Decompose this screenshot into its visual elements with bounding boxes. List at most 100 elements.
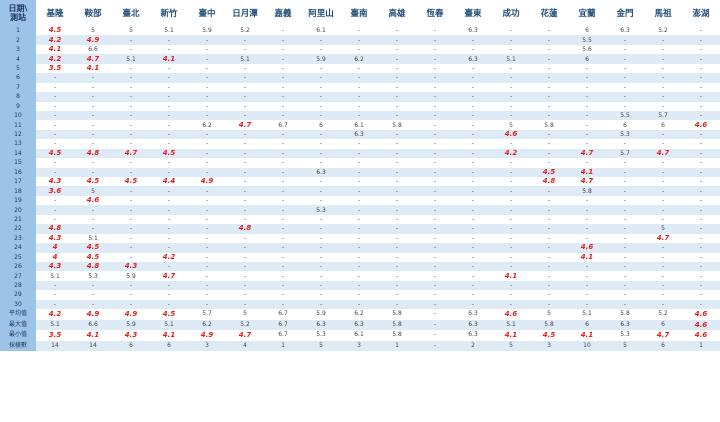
value-cell: - xyxy=(112,110,150,121)
value-cell: - xyxy=(188,167,226,177)
value-cell: - xyxy=(378,110,416,121)
value-cell: 4.1 xyxy=(150,54,188,64)
value-cell: - xyxy=(226,82,264,93)
value-cell: 3 xyxy=(188,340,226,352)
value-cell: 5.2 xyxy=(644,26,682,36)
value-cell: - xyxy=(644,186,682,196)
date-label: 20 xyxy=(0,205,36,215)
value-cell: - xyxy=(36,195,74,206)
value-cell: - xyxy=(530,224,568,234)
value-cell: - xyxy=(492,243,530,253)
value-cell: - xyxy=(492,139,530,149)
value-cell: - xyxy=(454,205,492,215)
value-cell: - xyxy=(302,92,340,102)
value-cell: - xyxy=(416,44,454,55)
value-cell: 5 xyxy=(492,340,530,352)
value-cell: - xyxy=(644,252,682,262)
value-cell: 5.6 xyxy=(568,44,606,55)
value-cell: - xyxy=(74,110,112,121)
value-cell: - xyxy=(682,290,720,300)
value-cell: - xyxy=(302,158,340,168)
date-label: 14 xyxy=(0,148,36,159)
value-cell: - xyxy=(682,252,720,262)
value-cell: - xyxy=(264,44,302,55)
value-cell: 5.1 xyxy=(36,319,74,331)
value-cell: - xyxy=(302,261,340,272)
date-label: 28 xyxy=(0,280,36,291)
value-cell: - xyxy=(378,44,416,55)
value-cell: - xyxy=(568,214,606,225)
value-cell: - xyxy=(378,139,416,149)
value-cell: - xyxy=(416,330,454,341)
value-cell: 5 xyxy=(644,224,682,234)
value-cell: 5.9 xyxy=(112,319,150,331)
value-cell: - xyxy=(340,101,378,111)
value-cell: - xyxy=(606,261,644,272)
value-cell: - xyxy=(644,299,682,310)
value-cell: - xyxy=(682,167,720,177)
value-cell: - xyxy=(682,92,720,102)
value-cell: 6.1 xyxy=(340,330,378,341)
value-cell: - xyxy=(188,214,226,225)
value-cell: - xyxy=(568,73,606,83)
value-cell: - xyxy=(530,195,568,206)
value-cell: - xyxy=(112,195,150,206)
value-cell: - xyxy=(226,252,264,262)
value-cell: - xyxy=(340,167,378,177)
value-cell: 5.8 xyxy=(530,319,568,331)
value-cell: 4.1 xyxy=(492,330,530,341)
corner-header: 日期\ 測站 xyxy=(0,0,36,26)
value-cell: - xyxy=(188,243,226,253)
value-cell: - xyxy=(340,44,378,55)
value-cell: - xyxy=(264,139,302,149)
value-cell: - xyxy=(340,195,378,206)
value-cell: - xyxy=(606,290,644,300)
value-cell: 4.6 xyxy=(492,309,530,320)
table-row: 8------------------ xyxy=(0,92,720,102)
station-header: 臺中 xyxy=(188,0,226,26)
value-cell: 4.8 xyxy=(530,177,568,187)
value-cell: 4.7 xyxy=(74,54,112,64)
value-cell: 4.7 xyxy=(568,177,606,187)
date-label: 3 xyxy=(0,44,36,55)
value-cell: - xyxy=(340,224,378,234)
uv-index-table: 日期\ 測站 基隆 鞍部 臺北 新竹 臺中 日月潭 嘉義 阿里山 臺南 高雄 恆春 臺東 成功 花蓮 宜蘭金… xyxy=(0,0,720,352)
value-cell: - xyxy=(74,280,112,291)
value-cell: 5.1 xyxy=(226,54,264,64)
date-label: 27 xyxy=(0,271,36,281)
stat-row: 平均值 4.2 4.9 4.9 4.5 5.7 5 6.7 5.9 6.2 5.8-6.3 4.6 5 5… xyxy=(0,309,720,320)
value-cell: - xyxy=(606,167,644,177)
value-cell: - xyxy=(226,110,264,121)
value-cell: - xyxy=(454,271,492,281)
table-row: 16- - - - - - -6.3- - - - -4.5 4.1- - - xyxy=(0,167,720,177)
station-header: 日月潭 xyxy=(226,0,264,26)
value-cell: - xyxy=(264,158,302,168)
stat-row: 採樣數 14 14 6 6 3 4 1 5 3 1-2 5 3 10 5 6 1 xyxy=(0,340,720,352)
value-cell: - xyxy=(568,120,606,130)
value-cell: - xyxy=(530,26,568,36)
value-cell: - xyxy=(340,92,378,102)
value-cell: 4.1 xyxy=(568,252,606,262)
value-cell: - xyxy=(36,110,74,121)
value-cell: - xyxy=(150,205,188,215)
value-cell: 3 xyxy=(340,340,378,352)
value-cell: - xyxy=(150,129,188,140)
value-cell: - xyxy=(340,271,378,281)
table-row: 3 4.1 6.6- - - - - - - - - - - -5.6- - - xyxy=(0,44,720,55)
value-cell: - xyxy=(112,63,150,74)
value-cell: 5 xyxy=(302,340,340,352)
value-cell: 5.8 xyxy=(378,319,416,331)
value-cell: - xyxy=(226,92,264,102)
value-cell: 4.6 xyxy=(682,319,720,331)
value-cell: - xyxy=(606,271,644,281)
date-label: 1 xyxy=(0,26,36,36)
value-cell: - xyxy=(302,290,340,300)
value-cell: - xyxy=(264,280,302,291)
value-cell: 5.2 xyxy=(226,26,264,36)
value-cell: - xyxy=(682,243,720,253)
value-cell: - xyxy=(36,205,74,215)
value-cell: - xyxy=(226,299,264,310)
value-cell: - xyxy=(150,120,188,130)
value-cell: - xyxy=(264,82,302,93)
value-cell: - xyxy=(568,233,606,244)
